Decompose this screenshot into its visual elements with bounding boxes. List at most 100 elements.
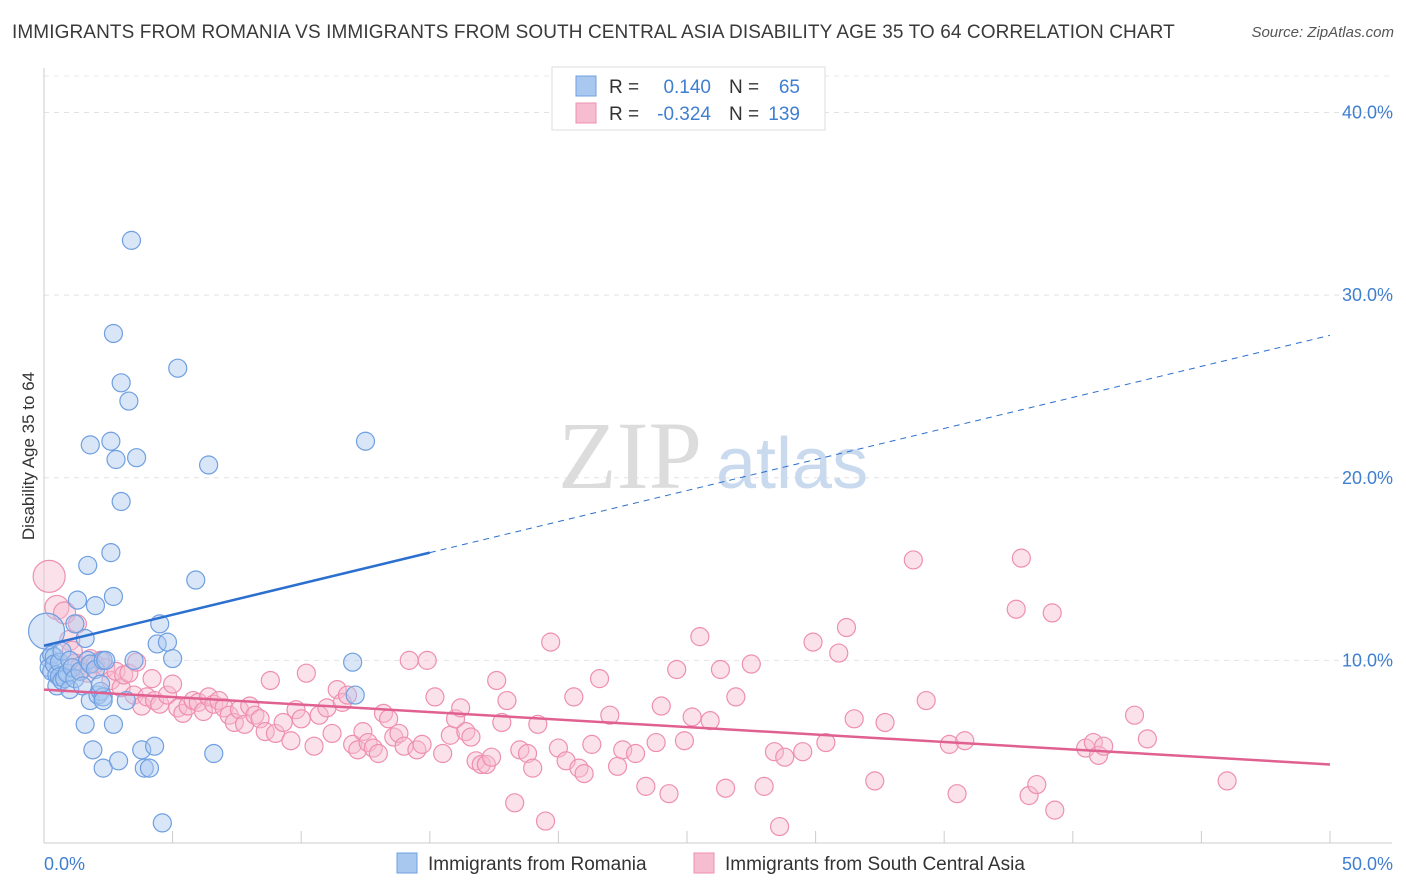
asia-point-46 (260, 670, 280, 691)
romania-point-55 (144, 736, 165, 756)
asia-point-100 (574, 764, 594, 784)
watermark-zip: ZIP (558, 402, 702, 509)
romania-point-42 (103, 714, 124, 734)
y-tick-label-2: 30.0% (1342, 285, 1393, 305)
asia-point-53 (304, 736, 324, 756)
asia-point-104 (607, 756, 628, 776)
asia-point-95 (541, 632, 561, 652)
romania-point-69 (345, 685, 365, 705)
y-tick-label-1: 20.0% (1342, 468, 1393, 488)
asia-point-75 (425, 687, 445, 707)
romania-point-66 (111, 373, 131, 393)
asia-point-43 (245, 705, 265, 725)
romania-point-49 (119, 391, 139, 411)
asia-point-149 (1217, 771, 1237, 791)
romania-point-19 (67, 590, 88, 610)
stats-legend: R = 0.140 N = 65 R = -0.324 N = 139 (551, 66, 826, 131)
romania-point-44 (103, 586, 124, 607)
asia-point-129 (844, 709, 864, 729)
romania-point-47 (111, 491, 131, 512)
romania-point-38 (93, 690, 113, 711)
y-tick-label-0: 10.0% (1342, 650, 1393, 670)
asia-point-23 (142, 669, 162, 689)
trend-lines (43, 334, 1331, 766)
asia-point-117 (715, 778, 736, 798)
asia-point-80 (456, 722, 476, 742)
romania-point-58 (152, 813, 172, 833)
x-tick-label-0: 0.0% (44, 854, 85, 874)
asia-point-108 (646, 732, 666, 753)
asia-point-92 (523, 758, 543, 778)
legend-r-label-asia: R = (609, 104, 639, 125)
x-tick-label-1: 50.0% (1342, 854, 1393, 874)
asia-point-147 (1124, 705, 1145, 725)
romania-point-60 (163, 648, 183, 669)
romania-point-40 (96, 650, 116, 670)
asia-point-106 (625, 743, 646, 764)
asia-point-140 (1027, 774, 1047, 795)
asia-point-134 (939, 734, 959, 754)
asia-point-123 (775, 747, 795, 767)
asia-point-60 (343, 734, 363, 754)
asia-point-48 (273, 712, 293, 733)
romania-point-53 (134, 758, 154, 778)
romania-point-48 (116, 690, 136, 711)
asia-point-133 (916, 690, 936, 711)
legend-n-label-asia: N = (729, 104, 759, 125)
romania-point-65 (103, 323, 124, 344)
asia-point-27 (163, 674, 183, 694)
asia-point-56 (322, 723, 342, 744)
asia-point-119 (741, 654, 761, 674)
y-tick-labels: 10.0% 20.0% 30.0% 40.0% (1342, 103, 1393, 671)
romania-point-22 (65, 614, 85, 634)
romania-point-68 (343, 652, 363, 672)
asia-point-141 (1042, 603, 1062, 623)
asia-point-131 (875, 712, 895, 733)
asia-point-82 (466, 751, 486, 771)
series-south-central-asia-points (32, 548, 1237, 837)
romania-point-50 (124, 650, 144, 670)
asia-point-71 (399, 650, 419, 670)
asia-point-91 (517, 743, 538, 764)
asia-point-138 (1011, 548, 1031, 568)
romania-point-35 (93, 758, 113, 778)
legend-swatch-asia (575, 102, 597, 124)
asia-point-94 (535, 811, 556, 831)
asia-point-136 (955, 731, 975, 751)
series-legend-swatch-romania (396, 852, 418, 874)
gridlines (44, 75, 1392, 661)
asia-point-148 (1137, 729, 1157, 749)
series-legend-swatch-asia (693, 852, 715, 874)
asia-point-18 (119, 663, 139, 683)
asia-point-120 (754, 776, 774, 796)
asia-point-76 (433, 743, 453, 764)
romania-point-54 (139, 758, 160, 778)
y-axis-title: Disability Age 35 to 64 (19, 372, 38, 540)
y-tick-label-3: 40.0% (1342, 103, 1393, 123)
legend-r-label-romania: R = (609, 77, 639, 98)
asia-point-81 (461, 727, 481, 747)
asia-point-51 (291, 709, 311, 729)
series-romania-points (27, 230, 376, 833)
legend-n-value-asia: 139 (768, 104, 800, 125)
asia-point-139 (1019, 785, 1039, 806)
romania-point-37 (90, 674, 111, 694)
romania-point-0 (27, 612, 66, 650)
asia-point-47 (265, 723, 286, 744)
romania-point-61 (168, 358, 188, 378)
legend-n-label-romania: N = (729, 77, 759, 98)
romania-trend-extension (429, 334, 1331, 554)
asia-point-101 (582, 734, 602, 754)
asia-trend-line (43, 688, 1331, 766)
romania-point-26 (80, 654, 100, 674)
asia-point-102 (589, 669, 610, 689)
watermark: ZIP atlas (558, 402, 868, 509)
romania-point-30 (83, 740, 103, 760)
stats-legend-box (551, 66, 826, 131)
asia-point-114 (690, 627, 710, 647)
asia-point-86 (487, 670, 507, 691)
asia-point-72 (407, 740, 427, 760)
romania-point-70 (355, 431, 376, 451)
asia-point-126 (816, 732, 836, 753)
